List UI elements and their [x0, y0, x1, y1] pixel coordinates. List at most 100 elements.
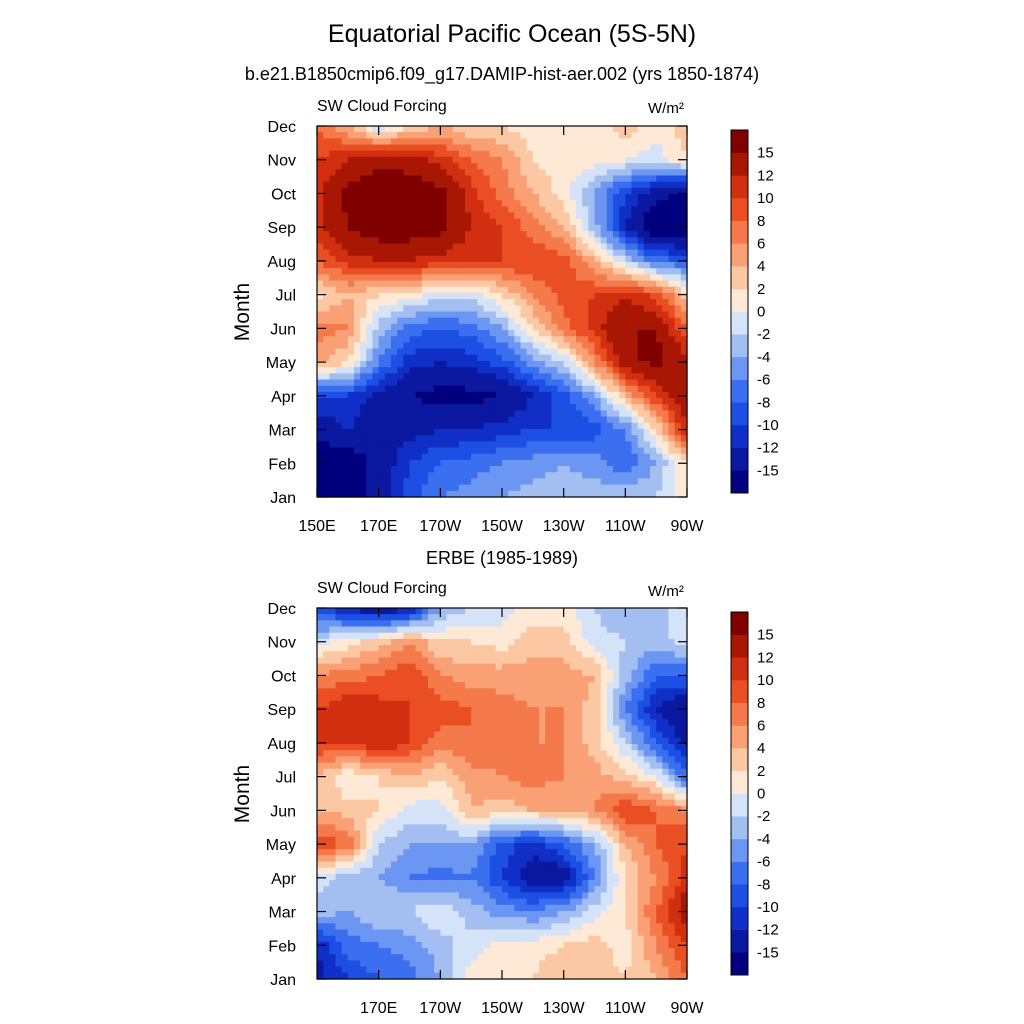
model-heatmap-cell	[508, 255, 515, 263]
erbe-heatmap-cell	[576, 688, 583, 696]
model-heatmap-cell	[582, 274, 589, 282]
model-heatmap-cell	[391, 472, 398, 480]
model-heatmap-cell	[458, 249, 466, 257]
erbe-heatmap-cell	[372, 614, 380, 621]
erbe-heatmap-cell	[532, 700, 540, 708]
model-heatmap-cell	[569, 206, 577, 214]
erbe-heatmap-cell	[643, 713, 651, 720]
model-y-tick-label: Jul	[276, 288, 296, 305]
model-heatmap-cell	[551, 132, 559, 139]
model-heatmap-cell	[354, 490, 361, 498]
model-heatmap-cell	[662, 398, 670, 405]
model-heatmap-cell	[668, 286, 676, 294]
model-heatmap-cell	[391, 274, 398, 282]
model-heatmap-cell	[619, 459, 626, 467]
model-heatmap-cell	[495, 367, 503, 374]
model-heatmap-cell	[526, 410, 534, 418]
model-heatmap-cell	[594, 237, 602, 245]
model-heatmap-cell	[317, 323, 324, 331]
model-heatmap-cell	[483, 138, 491, 146]
erbe-heatmap-cell	[625, 651, 633, 659]
erbe-heatmap-cell	[508, 725, 515, 733]
model-heatmap-cell	[631, 231, 639, 238]
model-heatmap-cell	[366, 453, 374, 461]
model-heatmap-cell	[366, 428, 374, 436]
model-heatmap-cell	[551, 404, 559, 412]
erbe-heatmap-cell	[526, 676, 534, 683]
erbe-heatmap-cell	[329, 669, 337, 677]
model-heatmap-cell	[477, 416, 485, 424]
erbe-heatmap-cell	[329, 706, 337, 714]
model-heatmap-cell	[532, 132, 540, 139]
model-heatmap-cell	[372, 144, 380, 152]
model-heatmap-cell	[477, 484, 485, 492]
model-heatmap-cell	[384, 398, 392, 405]
model-heatmap-cell	[662, 336, 670, 344]
erbe-heatmap-cell	[329, 638, 337, 646]
erbe-heatmap-cell	[366, 626, 374, 634]
erbe-heatmap-cell	[514, 614, 522, 621]
model-heatmap-cell	[323, 317, 330, 325]
erbe-heatmap-cell	[680, 719, 688, 727]
erbe-heatmap-cell	[489, 731, 497, 739]
model-heatmap-cell	[576, 194, 583, 201]
model-heatmap-cell	[576, 466, 583, 473]
model-heatmap-cell	[643, 231, 651, 238]
model-heatmap-cell	[520, 292, 528, 300]
model-heatmap-cell	[397, 255, 404, 263]
erbe-heatmap-cell	[637, 694, 645, 702]
model-colorbar-label: -12	[757, 440, 779, 457]
erbe-heatmap-cell	[600, 713, 608, 720]
erbe-heatmap-cell	[643, 620, 651, 628]
model-heatmap-cell	[532, 206, 540, 214]
model-heatmap-cell	[409, 360, 417, 368]
model-heatmap-cell	[341, 194, 349, 201]
erbe-heatmap-cell	[576, 713, 583, 720]
model-y-tick-label: Mar	[268, 423, 296, 440]
erbe-heatmap-cell	[446, 645, 454, 652]
model-heatmap-cell	[625, 422, 633, 430]
model-colorbar-swatch	[731, 334, 748, 358]
model-heatmap-cell	[489, 187, 497, 195]
model-heatmap-cell	[514, 404, 522, 412]
erbe-heatmap-cell	[354, 651, 361, 659]
model-heatmap-cell	[650, 428, 657, 436]
model-heatmap-cell	[452, 224, 460, 232]
erbe-heatmap-cell	[508, 620, 515, 628]
model-heatmap-cell	[360, 243, 367, 251]
erbe-heatmap-cell	[495, 725, 503, 733]
model-heatmap-cell	[606, 274, 614, 282]
erbe-heatmap-cell	[569, 651, 577, 659]
model-heatmap-cell	[539, 435, 546, 442]
erbe-heatmap-cell	[397, 651, 404, 659]
model-heatmap-cell	[341, 206, 349, 214]
model-heatmap-cell	[674, 138, 682, 146]
model-heatmap-cell	[366, 391, 374, 399]
model-heatmap-cell	[366, 472, 374, 480]
model-heatmap-cell	[674, 206, 682, 214]
erbe-heatmap-cell	[329, 688, 337, 696]
model-heatmap-cell	[588, 330, 596, 337]
model-heatmap-cell	[458, 305, 466, 313]
model-heatmap-cell	[477, 231, 485, 238]
model-heatmap-cell	[545, 274, 552, 282]
erbe-heatmap-cell	[403, 638, 411, 646]
model-heatmap-cell	[656, 268, 663, 275]
model-heatmap-cell	[495, 292, 503, 300]
erbe-heatmap-cell	[668, 608, 676, 615]
model-heatmap-cell	[680, 237, 688, 245]
erbe-heatmap-cell	[563, 731, 571, 739]
erbe-heatmap-cell	[477, 725, 485, 733]
model-heatmap-cell	[354, 385, 361, 393]
model-heatmap-cell	[520, 447, 528, 455]
model-heatmap-cell	[471, 249, 478, 257]
erbe-heatmap-cell	[551, 663, 559, 671]
model-colorbar-swatch	[731, 288, 748, 312]
erbe-heatmap-cell	[637, 706, 645, 714]
erbe-heatmap-cell	[619, 638, 626, 646]
model-heatmap-cell	[471, 187, 478, 195]
erbe-heatmap-cell	[366, 719, 374, 727]
model-heatmap-cell	[317, 311, 324, 319]
model-heatmap-cell	[329, 212, 337, 220]
erbe-heatmap-cell	[551, 713, 559, 720]
